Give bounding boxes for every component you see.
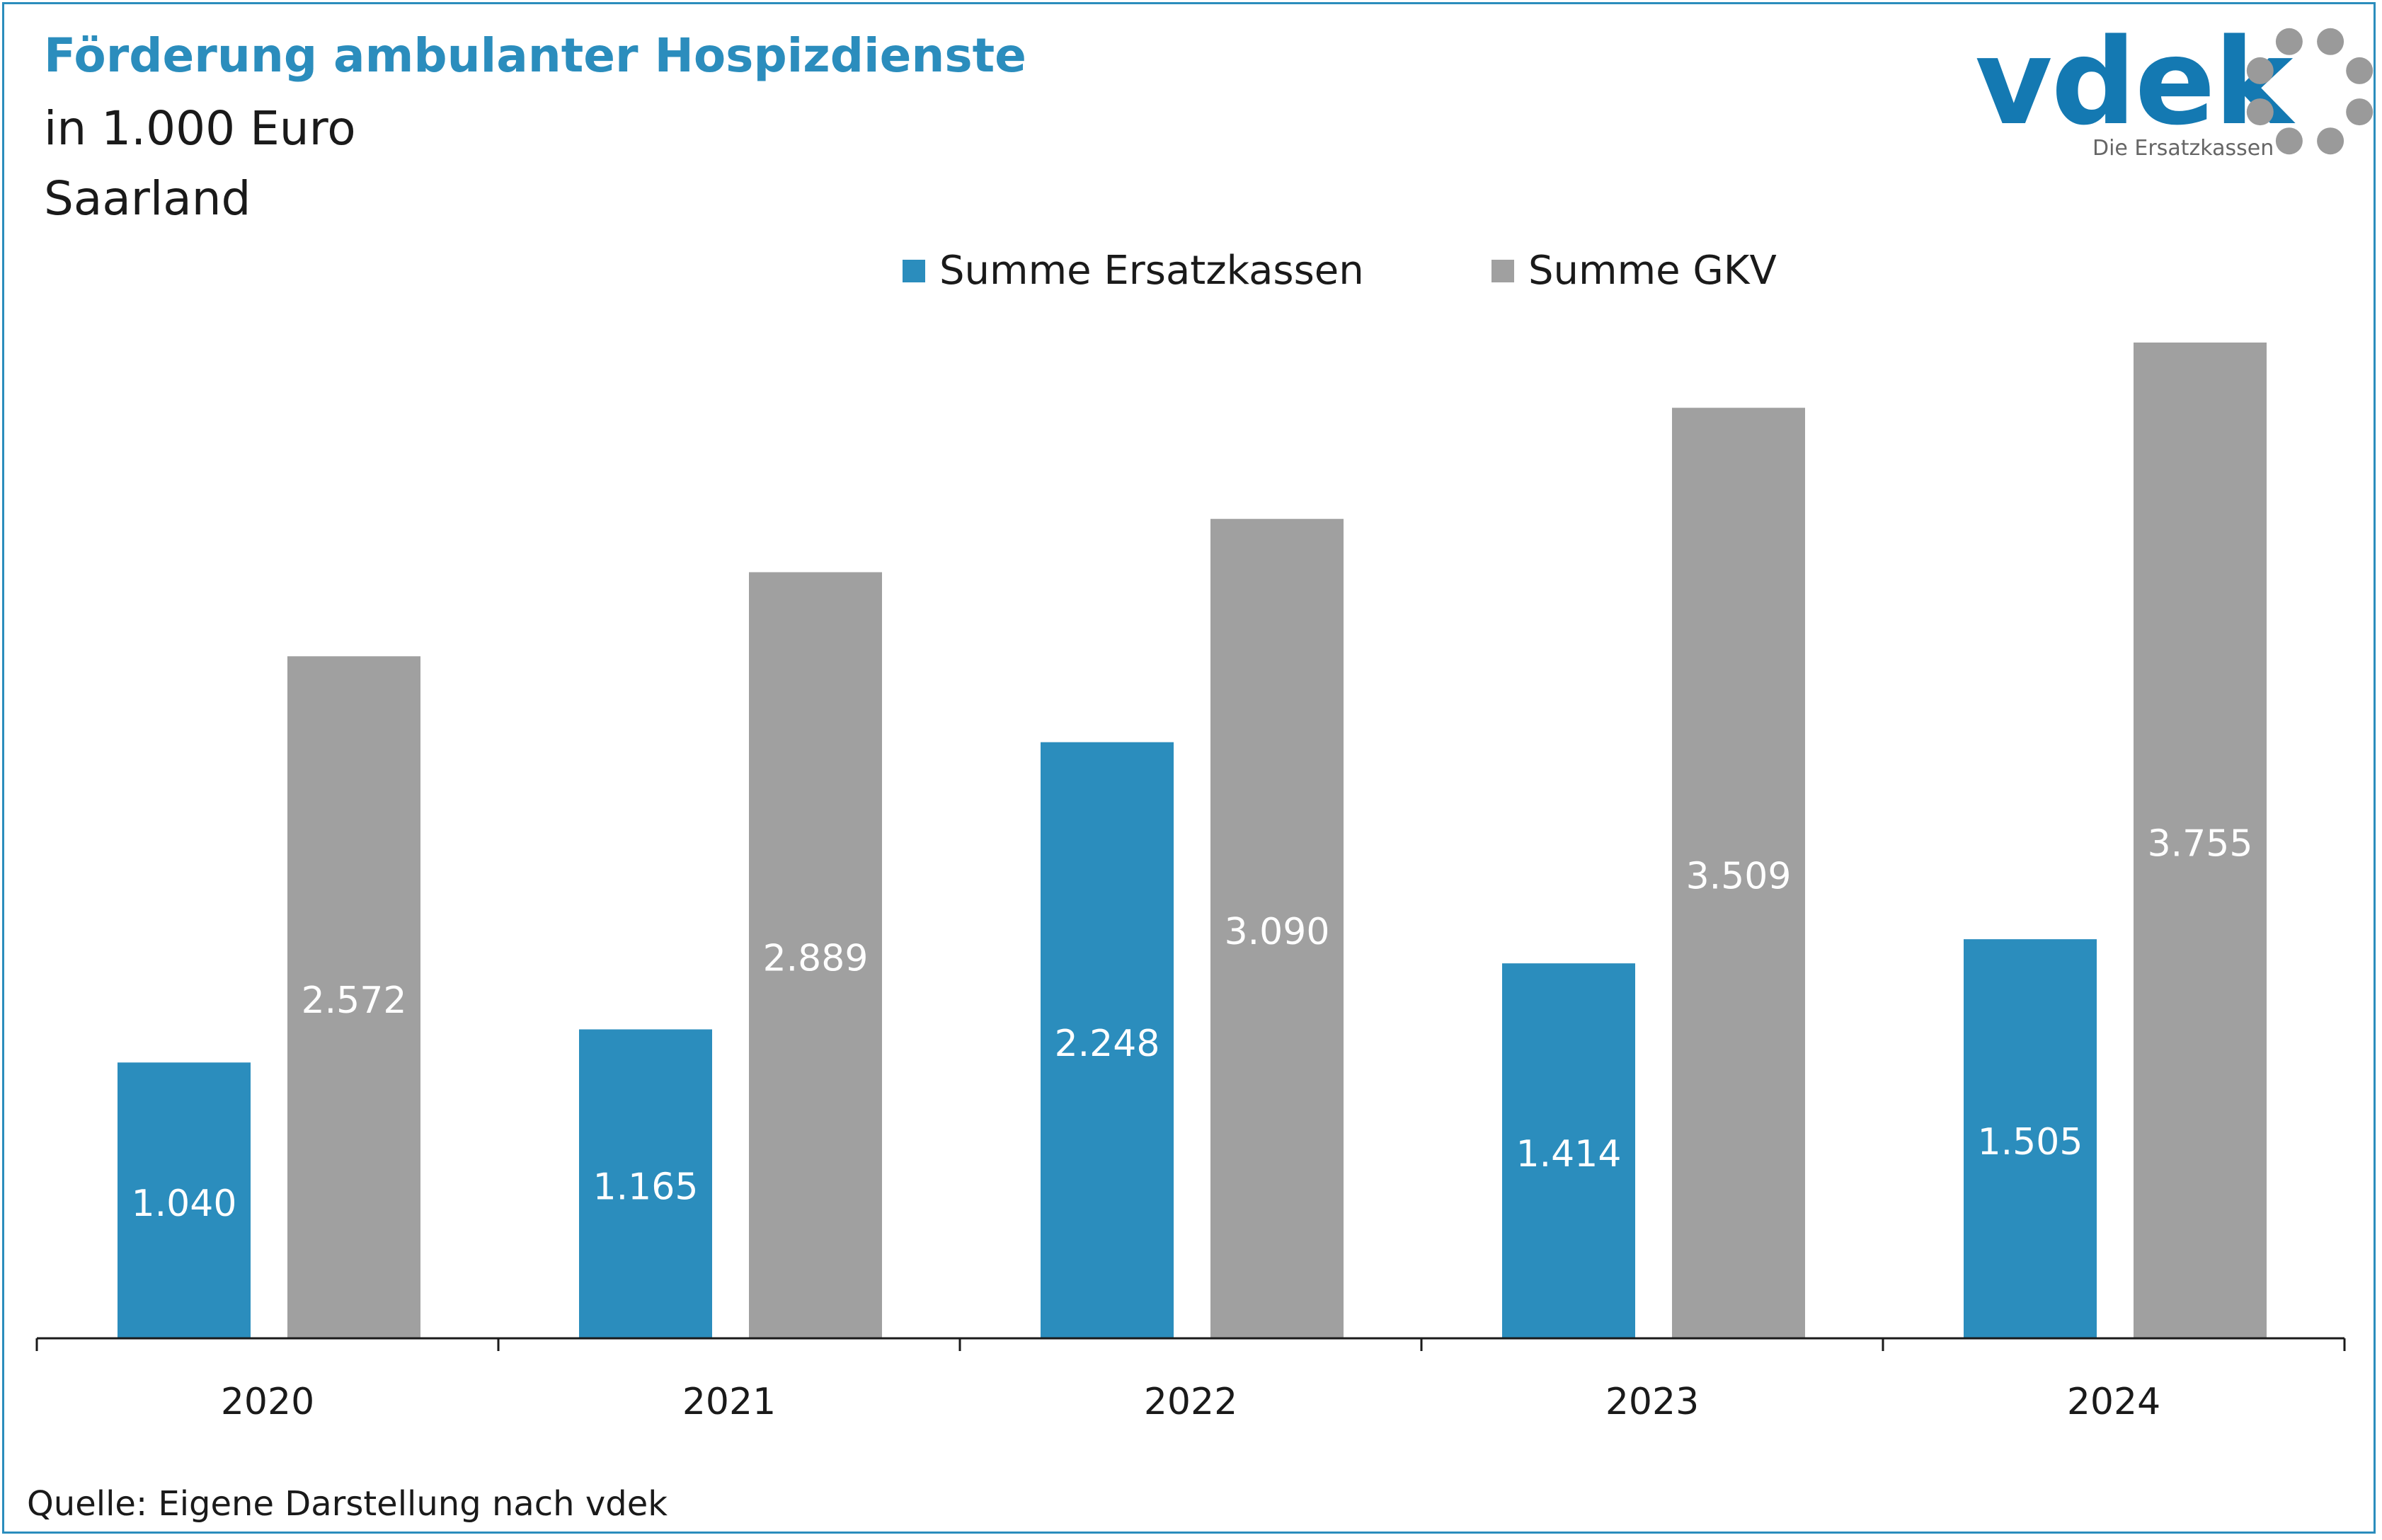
bar-gkv: [1210, 519, 1344, 1339]
data-label-ersatzkassen: 1.414: [1516, 1133, 1622, 1176]
bar-gkv: [749, 572, 882, 1338]
chart-title: Förderung ambulanter Hospizdienste: [44, 28, 1026, 83]
x-tick-label: 2020: [221, 1381, 314, 1423]
vdek-logo: vdek Die Ersatzkassen: [1968, 13, 2374, 163]
data-label-ersatzkassen: 1.505: [1978, 1121, 2083, 1163]
x-tick-label: 2022: [1144, 1381, 1237, 1423]
chart-unit-subtitle: in 1.000 Euro: [44, 101, 356, 156]
bar-ersatzkassen: [1964, 939, 2097, 1338]
logo-ring-dot: [2346, 57, 2374, 84]
bar-ersatzkassen: [579, 1029, 712, 1338]
x-tick-label: 2023: [1605, 1381, 1699, 1423]
data-label-gkv: 3.509: [1686, 856, 1792, 898]
source-note: Quelle: Eigene Darstellung nach vdek: [27, 1484, 668, 1524]
legend-swatch-gkv: [1491, 259, 1514, 282]
logo-wordmark: vdek: [1975, 13, 2293, 151]
legend-label-ersatzkassen: Summe Ersatzkassen: [939, 248, 1364, 294]
logo-ring-icon: [2246, 28, 2374, 155]
bar-gkv: [1672, 408, 1805, 1339]
logo-ring-dot: [2246, 57, 2274, 84]
bar-ersatzkassen: [1041, 742, 1174, 1338]
x-tick-label: 2024: [2067, 1381, 2160, 1423]
data-label-ersatzkassen: 1.165: [593, 1166, 699, 1209]
data-label-gkv: 2.889: [763, 938, 869, 980]
data-label-gkv: 2.572: [302, 979, 407, 1022]
logo-ring-dot: [2317, 127, 2344, 155]
bar-ersatzkassen: [118, 1062, 251, 1338]
bar-gkv: [287, 656, 420, 1338]
legend-swatch-ersatzkassen: [903, 259, 925, 282]
bar-ersatzkassen: [1502, 963, 1635, 1338]
legend-item-ersatzkassen: Summe Ersatzkassen: [903, 248, 1364, 294]
x-tick-label: 2021: [682, 1381, 776, 1423]
bar-gkv: [2134, 343, 2267, 1338]
logo-ring-dot: [2317, 28, 2344, 55]
data-label-ersatzkassen: 2.248: [1055, 1023, 1160, 1065]
data-label-gkv: 3.755: [2148, 823, 2253, 866]
legend-item-gkv: Summe GKV: [1491, 248, 1777, 294]
logo-tagline: Die Ersatzkassen: [2092, 136, 2274, 161]
chart-region-subtitle: Saarland: [44, 171, 251, 226]
data-label-ersatzkassen: 1.040: [132, 1183, 237, 1225]
logo-ring-dot: [2346, 98, 2374, 126]
legend-label-gkv: Summe GKV: [1528, 248, 1777, 294]
data-label-gkv: 3.090: [1225, 911, 1330, 953]
logo-ring-dot: [2246, 98, 2274, 126]
logo-ring-dot: [2275, 127, 2303, 155]
logo-ring-dot: [2275, 28, 2303, 55]
